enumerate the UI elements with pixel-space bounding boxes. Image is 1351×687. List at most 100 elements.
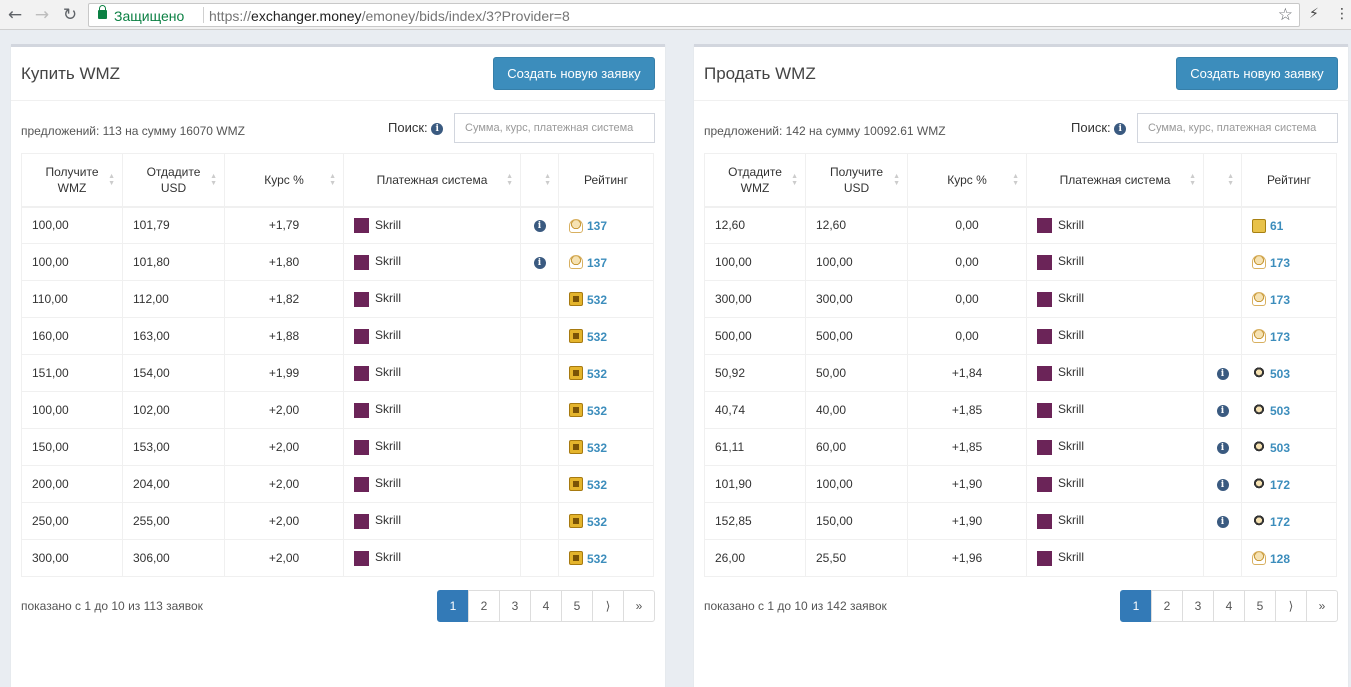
column-header[interactable]: Платежная система ▲ ▼: [343, 153, 521, 208]
page-button[interactable]: ⟩: [1275, 590, 1307, 622]
back-arrow-icon[interactable]: ←: [7, 5, 23, 25]
table-row[interactable]: 101,90 100,00 +1,90 Skrill i 172: [704, 465, 1337, 503]
rating-value[interactable]: 173: [1270, 255, 1291, 270]
table-row[interactable]: 100,00 100,00 0,00 Skrill 173: [704, 243, 1337, 281]
rating-cell[interactable]: 173: [1241, 243, 1337, 281]
column-header[interactable]: Отдадите USD ▲ ▼: [122, 153, 225, 208]
page-button[interactable]: ⟩: [592, 590, 624, 622]
rating-value[interactable]: 532: [587, 551, 608, 566]
rating-value[interactable]: 503: [1270, 366, 1291, 381]
table-row[interactable]: 50,92 50,00 +1,84 Skrill i 503: [704, 354, 1337, 392]
table-row[interactable]: 100,00 101,80 +1,80 Skrill i 137: [21, 243, 654, 281]
rating-value[interactable]: 532: [587, 292, 608, 307]
menu-dots-icon[interactable]: ⋮: [1335, 5, 1349, 21]
rating-cell[interactable]: 173: [1241, 317, 1337, 355]
column-header[interactable]: ▲ ▼: [1203, 153, 1242, 208]
rating-cell[interactable]: 532: [558, 539, 654, 577]
table-row[interactable]: 500,00 500,00 0,00 Skrill 173: [704, 317, 1337, 355]
rating-cell[interactable]: 172: [1241, 465, 1337, 503]
table-row[interactable]: 12,60 12,60 0,00 Skrill 61: [704, 206, 1337, 244]
buy-create-bid-button[interactable]: Создать новую заявку: [493, 57, 655, 90]
rating-value[interactable]: 532: [587, 440, 608, 455]
rating-cell[interactable]: 532: [558, 317, 654, 355]
extension-bolt-icon[interactable]: ⚡: [1309, 5, 1319, 21]
page-button[interactable]: 5: [1244, 590, 1276, 622]
table-row[interactable]: 110,00 112,00 +1,82 Skrill 532: [21, 280, 654, 318]
column-header[interactable]: Рейтинг: [1241, 153, 1337, 208]
table-row[interactable]: 61,11 60,00 +1,85 Skrill i 503: [704, 428, 1337, 466]
rating-cell[interactable]: 137: [558, 206, 654, 244]
page-button[interactable]: 3: [1182, 590, 1214, 622]
table-row[interactable]: 300,00 306,00 +2,00 Skrill 532: [21, 539, 654, 577]
rating-cell[interactable]: 532: [558, 502, 654, 540]
column-header[interactable]: Получите USD ▲ ▼: [805, 153, 908, 208]
bookmark-star-icon[interactable]: ☆: [1277, 5, 1293, 24]
page-button[interactable]: »: [1306, 590, 1338, 622]
rating-value[interactable]: 172: [1270, 514, 1291, 529]
table-row[interactable]: 300,00 300,00 0,00 Skrill 173: [704, 280, 1337, 318]
table-row[interactable]: 40,74 40,00 +1,85 Skrill i 503: [704, 391, 1337, 429]
page-button[interactable]: 2: [1151, 590, 1183, 622]
rating-value[interactable]: 173: [1270, 292, 1291, 307]
table-row[interactable]: 26,00 25,50 +1,96 Skrill 128: [704, 539, 1337, 577]
rating-cell[interactable]: 532: [558, 354, 654, 392]
table-row[interactable]: 152,85 150,00 +1,90 Skrill i 172: [704, 502, 1337, 540]
rating-value[interactable]: 503: [1270, 403, 1291, 418]
table-row[interactable]: 151,00 154,00 +1,99 Skrill 532: [21, 354, 654, 392]
rating-cell[interactable]: 173: [1241, 280, 1337, 318]
sell-search-input[interactable]: [1137, 113, 1338, 143]
column-header[interactable]: Получите WMZ ▲ ▼: [21, 153, 123, 208]
rating-cell[interactable]: 503: [1241, 391, 1337, 429]
info-icon[interactable]: i: [1216, 478, 1229, 491]
rating-value[interactable]: 532: [587, 403, 608, 418]
page-button[interactable]: 3: [499, 590, 531, 622]
table-row[interactable]: 100,00 101,79 +1,79 Skrill i 137: [21, 206, 654, 244]
rating-value[interactable]: 137: [587, 255, 608, 270]
rating-value[interactable]: 173: [1270, 329, 1291, 344]
info-icon[interactable]: i: [1216, 404, 1229, 417]
table-row[interactable]: 250,00 255,00 +2,00 Skrill 532: [21, 502, 654, 540]
rating-cell[interactable]: 532: [558, 428, 654, 466]
page-button[interactable]: »: [623, 590, 655, 622]
rating-value[interactable]: 532: [587, 366, 608, 381]
reload-icon[interactable]: ↻: [62, 5, 78, 25]
rating-value[interactable]: 128: [1270, 551, 1291, 566]
table-row[interactable]: 160,00 163,00 +1,88 Skrill 532: [21, 317, 654, 355]
rating-value[interactable]: 137: [587, 218, 608, 233]
rating-cell[interactable]: 61: [1241, 206, 1337, 244]
info-icon[interactable]: i: [1216, 515, 1229, 528]
buy-search-input[interactable]: [454, 113, 655, 143]
table-row[interactable]: 200,00 204,00 +2,00 Skrill 532: [21, 465, 654, 503]
address-bar[interactable]: Защищено https://exchanger.money/emoney/…: [88, 3, 1300, 27]
rating-cell[interactable]: 172: [1241, 502, 1337, 540]
rating-cell[interactable]: 503: [1241, 354, 1337, 392]
info-icon[interactable]: i: [1114, 122, 1127, 135]
page-button[interactable]: 4: [530, 590, 562, 622]
rating-cell[interactable]: 532: [558, 465, 654, 503]
rating-value[interactable]: 532: [587, 514, 608, 529]
info-icon[interactable]: i: [533, 256, 546, 269]
column-header[interactable]: Отдадите WMZ ▲ ▼: [704, 153, 806, 208]
rating-cell[interactable]: 532: [558, 280, 654, 318]
page-button[interactable]: 2: [468, 590, 500, 622]
rating-value[interactable]: 503: [1270, 440, 1291, 455]
rating-value[interactable]: 532: [587, 477, 608, 492]
rating-value[interactable]: 172: [1270, 477, 1291, 492]
forward-arrow-icon[interactable]: →: [34, 5, 50, 25]
column-header[interactable]: Курс % ▲ ▼: [907, 153, 1027, 208]
info-icon[interactable]: i: [1216, 441, 1229, 454]
page-button[interactable]: 4: [1213, 590, 1245, 622]
rating-cell[interactable]: 503: [1241, 428, 1337, 466]
column-header[interactable]: Курс % ▲ ▼: [224, 153, 344, 208]
url-text[interactable]: https://exchanger.money/emoney/bids/inde…: [209, 8, 570, 24]
sell-create-bid-button[interactable]: Создать новую заявку: [1176, 57, 1338, 90]
column-header[interactable]: ▲ ▼: [520, 153, 559, 208]
table-row[interactable]: 100,00 102,00 +2,00 Skrill 532: [21, 391, 654, 429]
column-header[interactable]: Платежная система ▲ ▼: [1026, 153, 1204, 208]
page-button[interactable]: 1: [437, 590, 469, 622]
rating-value[interactable]: 61: [1270, 218, 1284, 233]
rating-cell[interactable]: 137: [558, 243, 654, 281]
column-header[interactable]: Рейтинг: [558, 153, 654, 208]
info-icon[interactable]: i: [431, 122, 444, 135]
info-icon[interactable]: i: [1216, 367, 1229, 380]
